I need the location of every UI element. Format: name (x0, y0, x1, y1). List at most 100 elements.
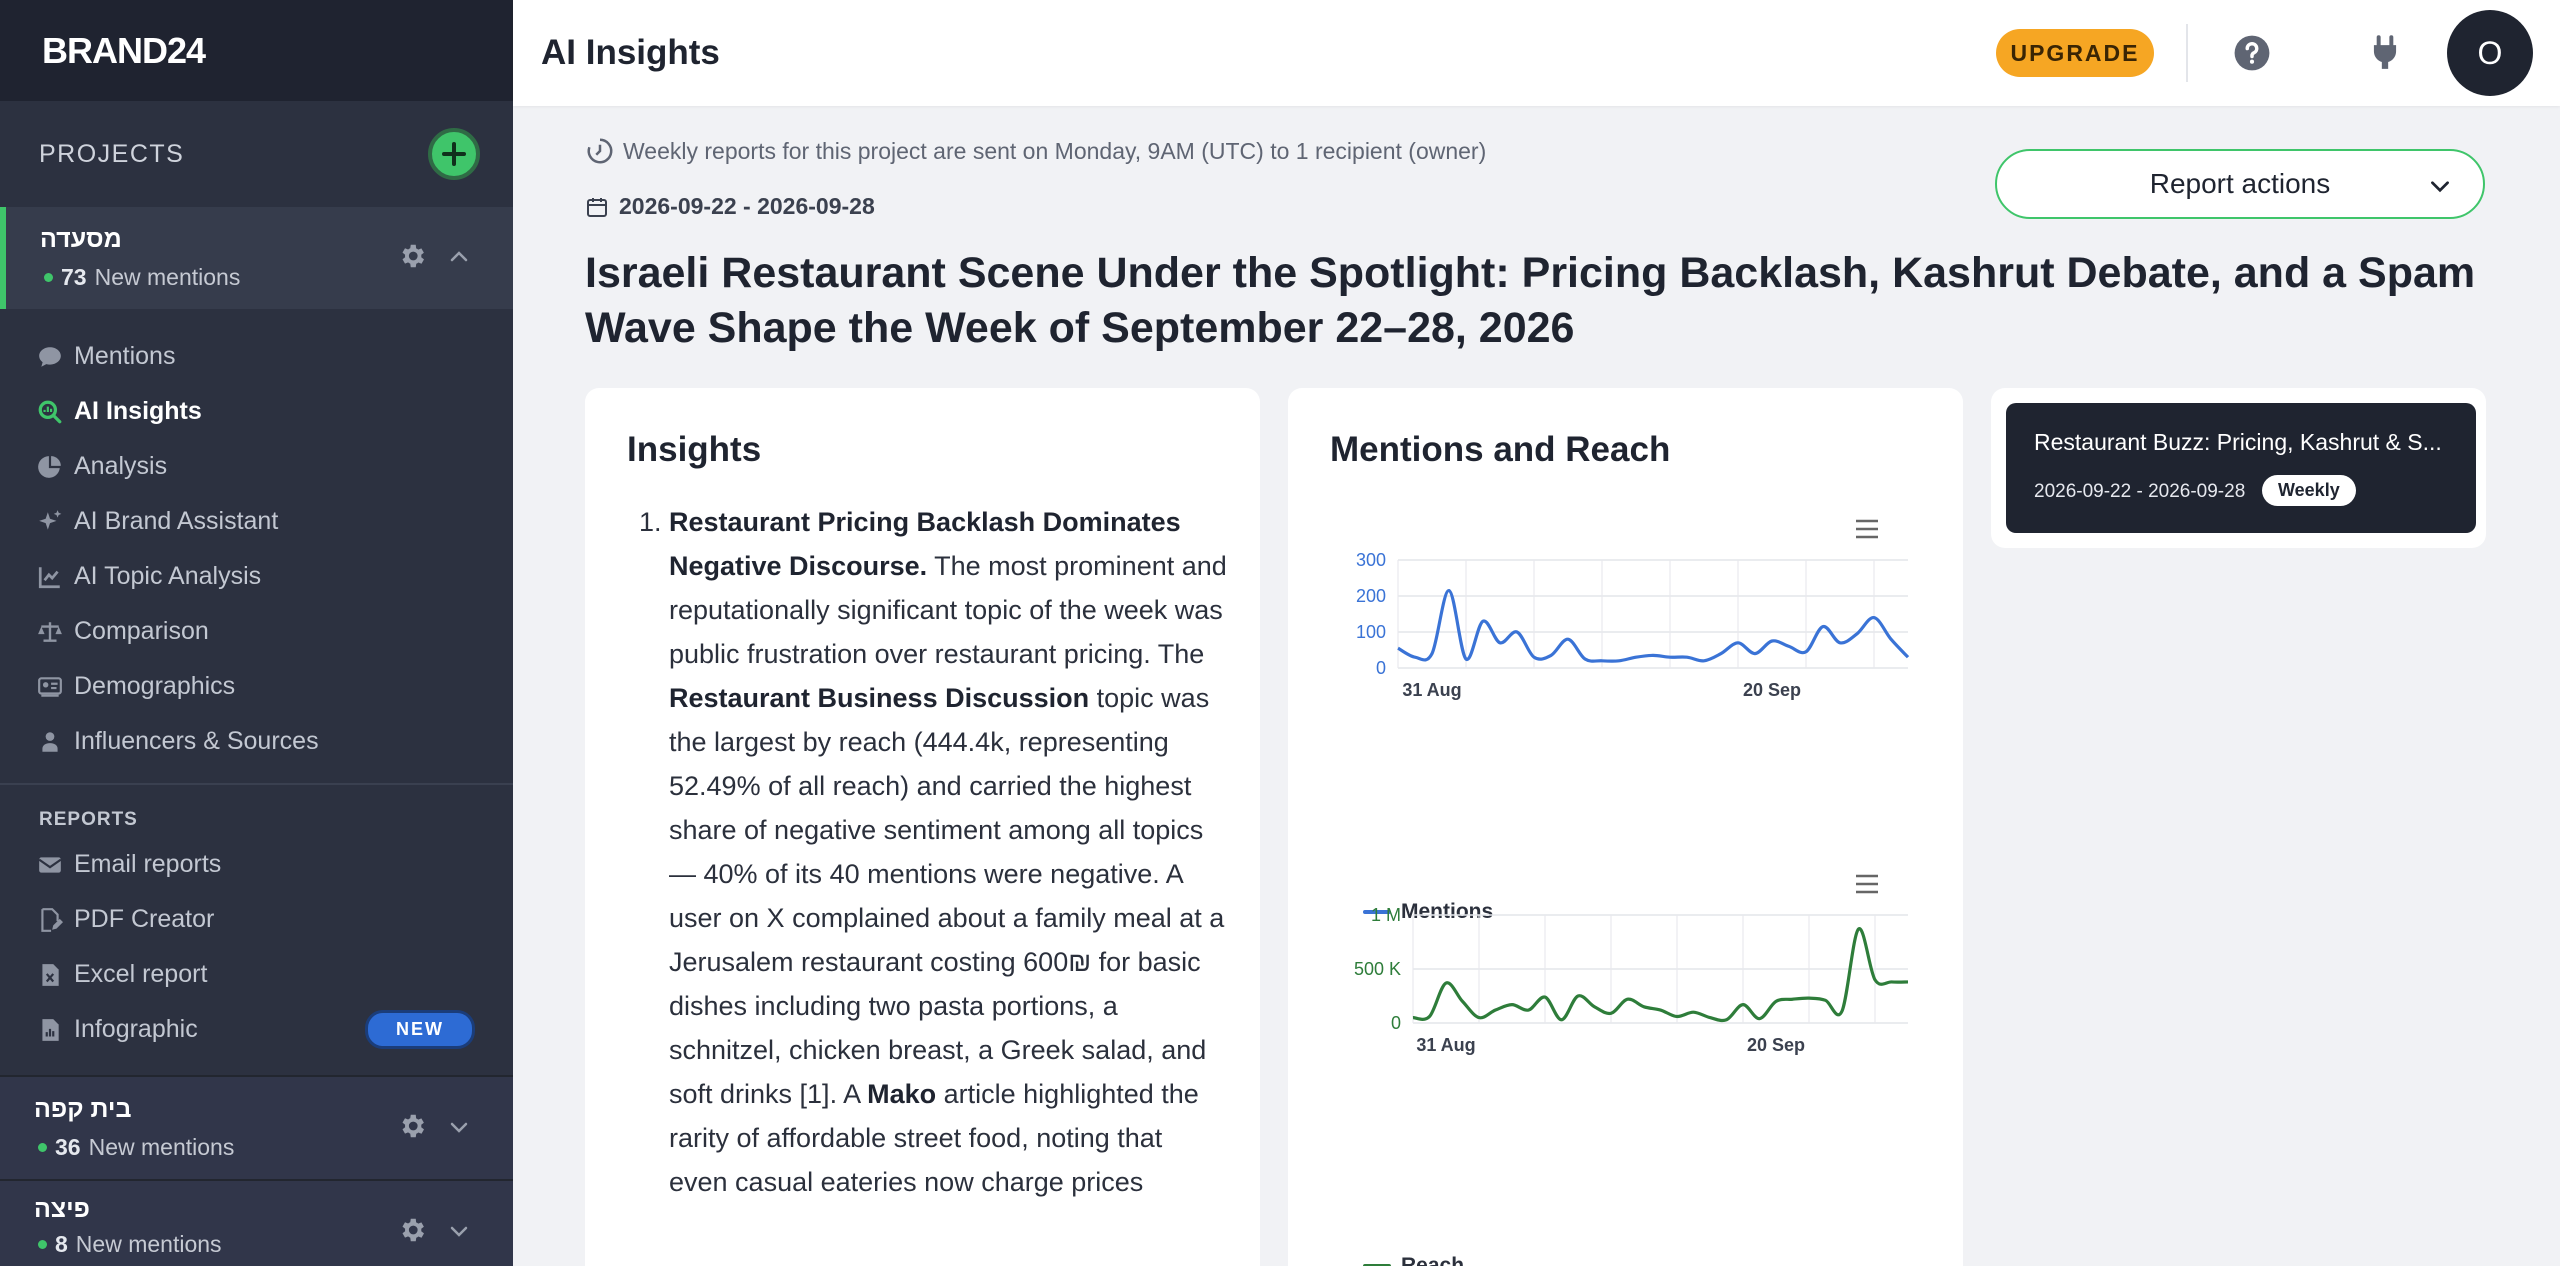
insight-text: topic was the largest by reach (444.4k, … (669, 683, 1225, 1109)
brand-logo[interactable]: BRAND24 (42, 29, 206, 71)
hamburger-menu-icon[interactable] (1854, 873, 1880, 895)
status-dot (44, 273, 53, 282)
brand-bar: BRAND24 (0, 0, 513, 101)
sidebar-divider (0, 783, 513, 785)
help-icon[interactable] (2233, 34, 2271, 72)
nav-label: Infographic (74, 1015, 198, 1043)
nav-comparison[interactable]: Comparison (0, 604, 513, 659)
x-tick-label: 31 Aug (1416, 1035, 1475, 1055)
project-separator (0, 1179, 513, 1181)
legend-swatch (1363, 910, 1391, 914)
project-item[interactable]: בית קפה 36 New mentions (0, 1077, 513, 1179)
infographic-icon (36, 1016, 64, 1044)
hamburger-menu-icon[interactable] (1854, 518, 1880, 540)
nav-excel-report[interactable]: Excel report (0, 947, 513, 1002)
report-list-item[interactable]: Restaurant Buzz: Pricing, Kashrut & S...… (2006, 403, 2476, 533)
nav-ai-topic-analysis[interactable]: AI Topic Analysis (0, 549, 513, 604)
project-name: מסעדה (40, 225, 122, 253)
sparkle-icon (36, 508, 64, 536)
insights-card: Insights 1. Restaurant Pricing Backlash … (585, 388, 1260, 1266)
legend-swatch (1363, 1264, 1391, 1266)
ai-insights-icon (36, 398, 64, 426)
reports-section-label: REPORTS (39, 809, 138, 830)
project-mentions: 8 New mentions (38, 1231, 222, 1258)
y-tick-label: 500 K (1354, 959, 1401, 979)
chevron-down-icon[interactable] (447, 1219, 471, 1243)
project-name: פיצה (34, 1195, 90, 1223)
nav-influencers-sources[interactable]: Influencers & Sources (0, 714, 513, 769)
upgrade-button[interactable]: UPGRADE (1996, 29, 2154, 77)
x-tick-label: 20 Sep (1747, 1035, 1805, 1055)
chat-bubble-icon (36, 343, 64, 371)
nav-ai-insights[interactable]: AI Insights (0, 384, 513, 439)
top-header: AI Insights UPGRADE O (513, 0, 2560, 106)
insights-title: Insights (627, 430, 762, 469)
y-tick-label: 300 (1356, 550, 1386, 570)
series-line (1397, 588, 1910, 663)
legend-label: Reach (1401, 1254, 1465, 1266)
nav-label: Comparison (74, 617, 209, 645)
reach-legend[interactable]: Reach (1363, 1254, 1464, 1266)
chevron-down-icon[interactable] (447, 1115, 471, 1139)
report-list-card: Restaurant Buzz: Pricing, Kashrut & S...… (1991, 388, 2486, 548)
insight-number: 1. (639, 507, 662, 537)
project-mentions: 73 New mentions (44, 264, 240, 291)
nav-label: PDF Creator (74, 905, 215, 933)
charts-title: Mentions and Reach (1330, 430, 1671, 469)
mentions-chart: 0 100 200 300 31 Aug 20 Sep (1318, 518, 1938, 718)
y-tick-label: 0 (1391, 1013, 1401, 1033)
project-mentions: 36 New mentions (38, 1134, 234, 1161)
new-mentions-label: New mentions (75, 1231, 222, 1257)
nav-analysis[interactable]: Analysis (0, 439, 513, 494)
project-nav: Mentions AI Insights Analysis AI Brand A… (0, 309, 513, 769)
avatar[interactable]: O (2447, 10, 2533, 96)
nav-infographic[interactable]: Infographic NEW (0, 1002, 513, 1057)
nav-demographics[interactable]: Demographics (0, 659, 513, 714)
report-frequency-badge: Weekly (2262, 475, 2356, 506)
y-tick-label: 200 (1356, 586, 1386, 606)
chevron-up-icon[interactable] (447, 245, 471, 269)
add-project-button[interactable] (428, 128, 480, 180)
excel-file-icon (36, 961, 64, 989)
report-item-date: 2026-09-22 - 2026-09-28 (2034, 481, 2246, 502)
new-badge: NEW (365, 1010, 475, 1049)
mentions-legend[interactable]: Mentions (1363, 900, 1493, 924)
nav-email-reports[interactable]: Email reports (0, 837, 513, 892)
y-tick-label: 100 (1356, 622, 1386, 642)
main-content: Weekly reports for this project are sent… (513, 106, 2560, 1266)
timer-icon (587, 138, 613, 164)
date-range-text: 2026-09-22 - 2026-09-28 (619, 193, 875, 219)
mentions-reach-card: Mentions and Reach 0 100 200 300 31 Aug 20 Se… (1288, 388, 1963, 1266)
plug-icon[interactable] (2366, 34, 2404, 72)
gear-icon[interactable] (397, 1111, 427, 1141)
chevron-down-icon (2431, 181, 2449, 193)
nav-mentions[interactable]: Mentions (0, 329, 513, 384)
line-chart-icon (36, 563, 64, 591)
gear-icon[interactable] (397, 1215, 427, 1245)
nav-label: AI Brand Assistant (74, 507, 279, 535)
x-tick-label: 20 Sep (1743, 680, 1801, 700)
reach-chart: 0 500 K 1 M 31 Aug 20 Sep (1318, 873, 1938, 1073)
report-item-title: Restaurant Buzz: Pricing, Kashrut & S... (2034, 429, 2442, 455)
project-item-active[interactable]: מסעדה 73 New mentions (0, 207, 513, 309)
report-actions-label: Report actions (2149, 168, 2331, 199)
nav-pdf-creator[interactable]: PDF Creator (0, 892, 513, 947)
person-icon (36, 728, 64, 756)
nav-label: AI Topic Analysis (74, 562, 262, 590)
new-mentions-count: 36 (55, 1134, 81, 1160)
nav-ai-brand-assistant[interactable]: AI Brand Assistant (0, 494, 513, 549)
project-item[interactable]: פיצה 8 New mentions (0, 1181, 513, 1266)
insight-source[interactable]: Mako (867, 1079, 937, 1109)
reach-chart-svg: 0 500 K 1 M 31 Aug 20 Sep (1354, 905, 1909, 1055)
nav-label: Mentions (74, 342, 176, 370)
pdf-edit-icon (36, 906, 64, 934)
gear-icon[interactable] (397, 241, 427, 271)
new-mentions-label: New mentions (88, 1134, 235, 1160)
sidebar: BRAND24 PROJECTS מסעדה 73 New mentions M… (0, 0, 513, 1266)
project-name: בית קפה (34, 1095, 132, 1123)
insight-item: 1. Restaurant Pricing Backlash Dominates… (627, 500, 1227, 1204)
nav-label: AI Insights (74, 397, 202, 425)
new-mentions-label: New mentions (94, 264, 241, 290)
report-actions-dropdown[interactable]: Report actions (1995, 149, 2485, 219)
new-mentions-count: 8 (55, 1231, 68, 1257)
